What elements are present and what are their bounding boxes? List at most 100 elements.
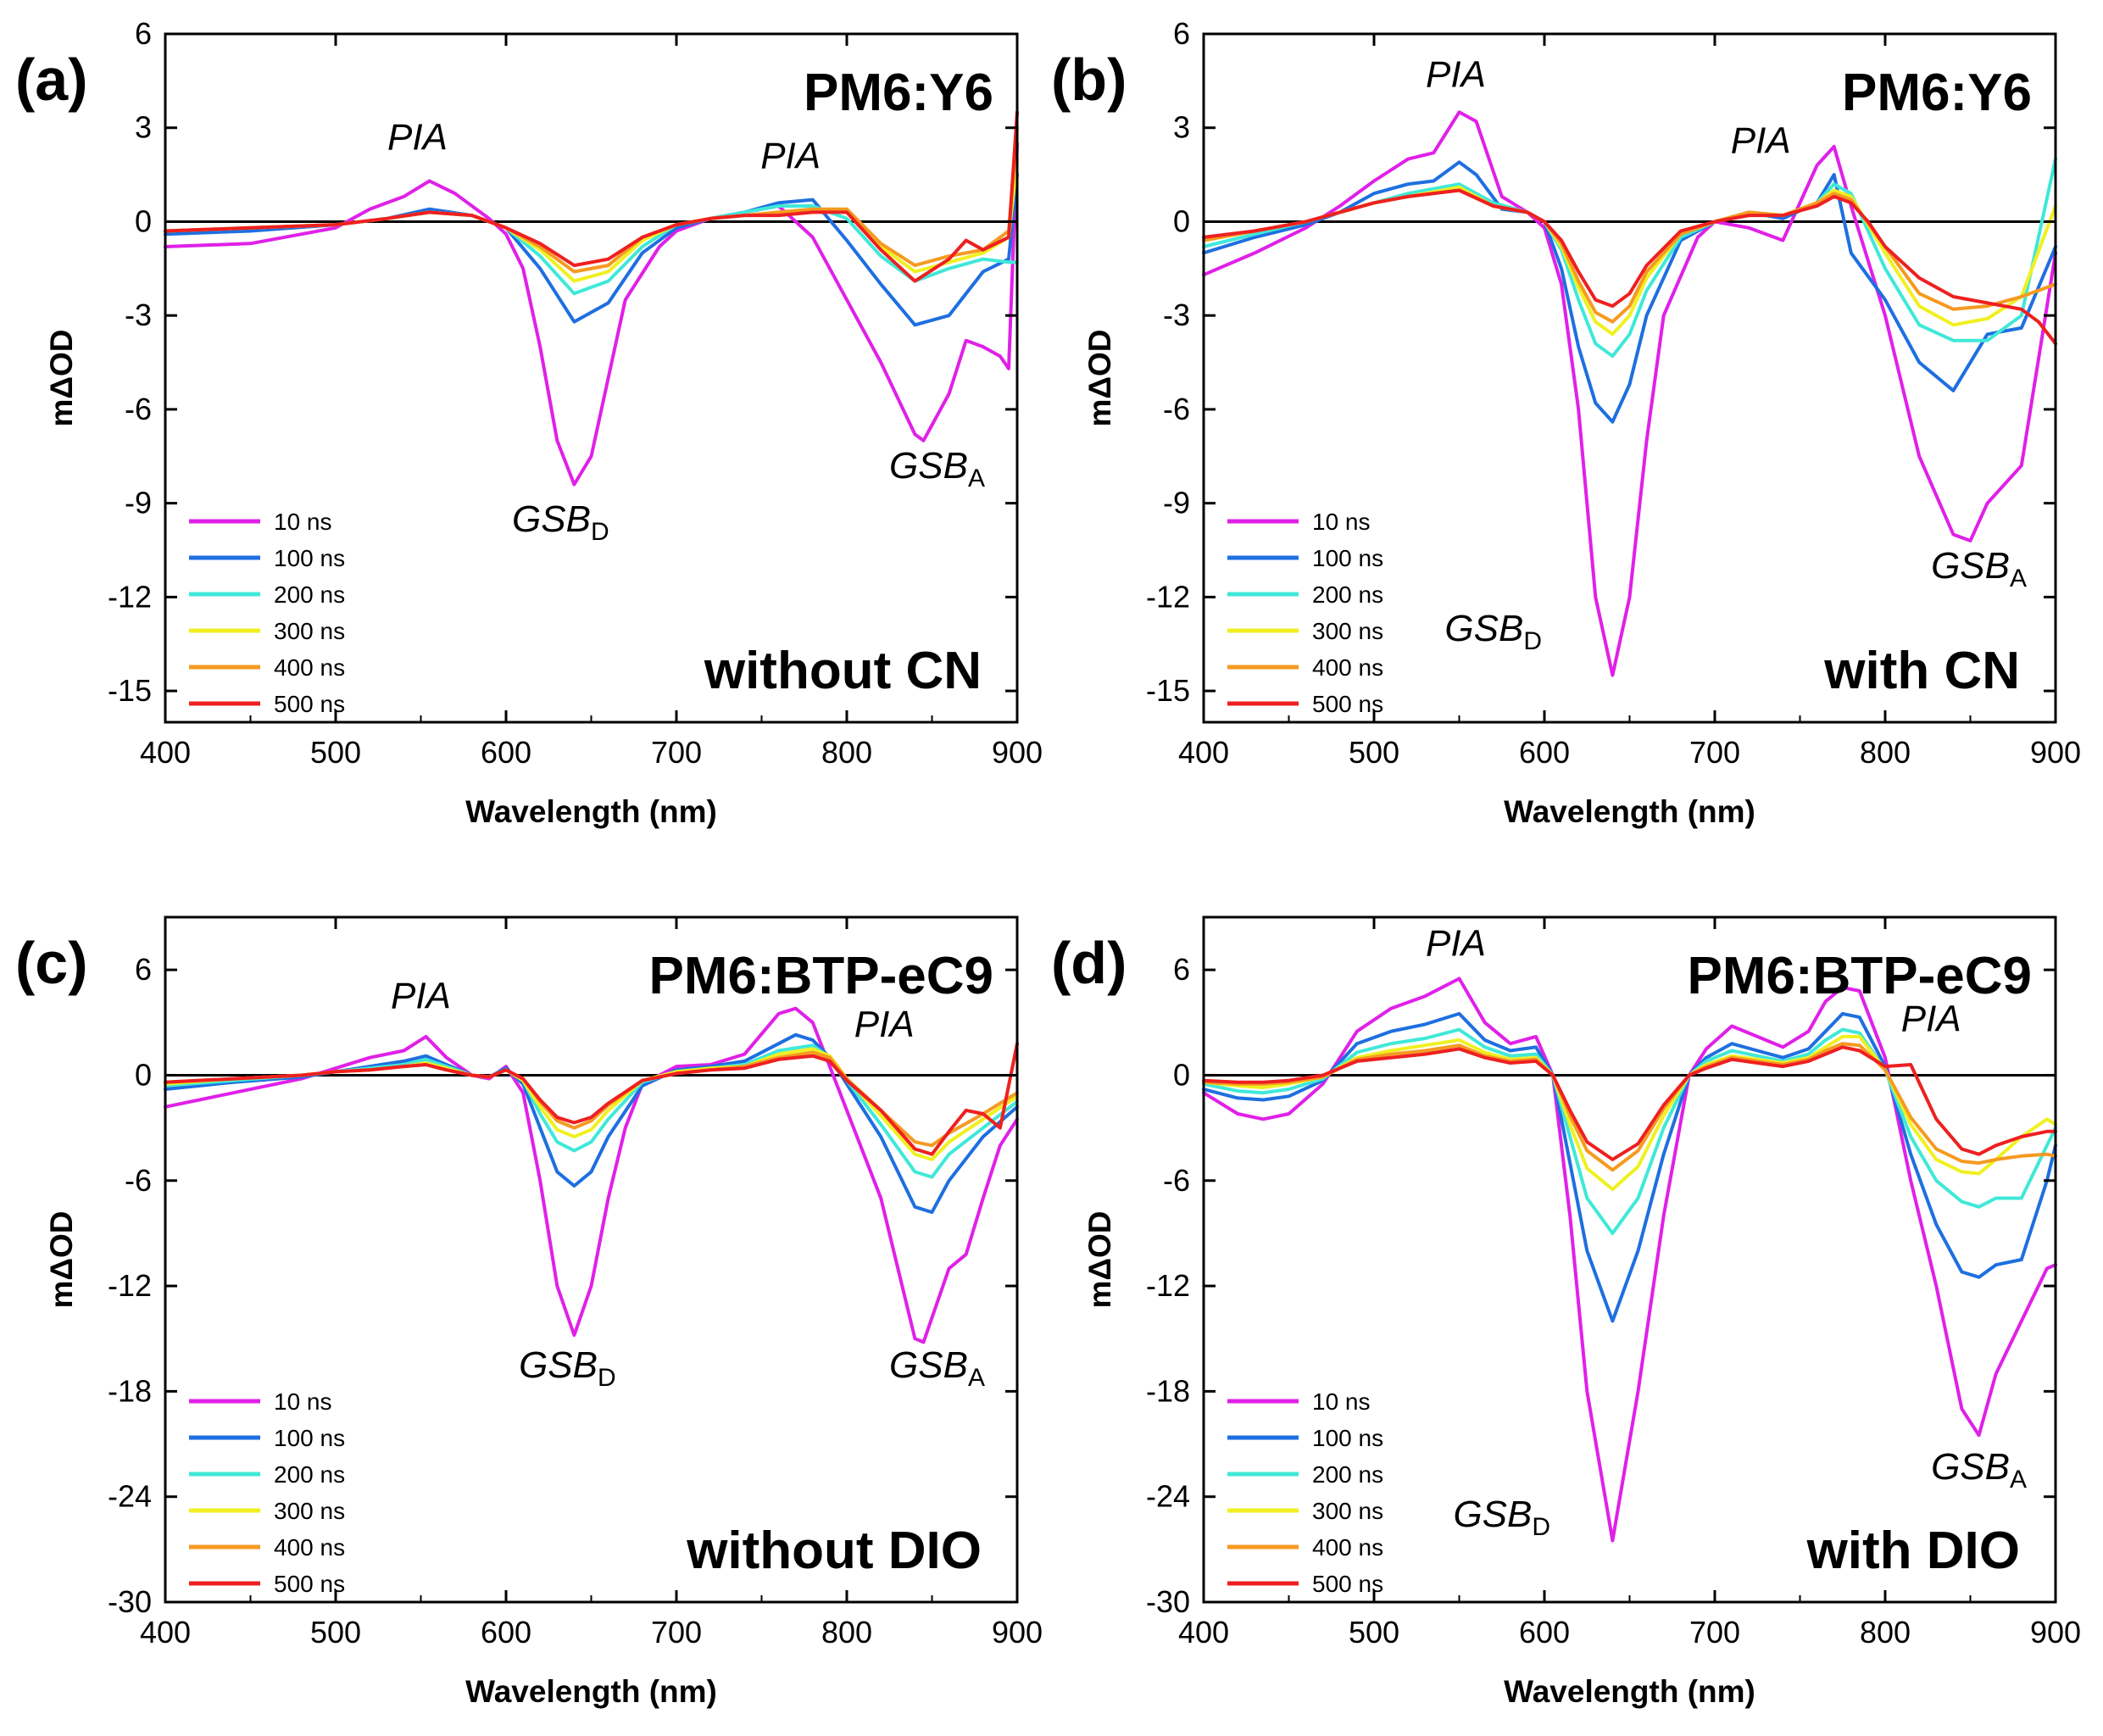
y-tick-label: -9: [1163, 486, 1190, 520]
series-line-500ns: [164, 110, 1019, 283]
legend-label: 10 ns: [1312, 1388, 1371, 1415]
y-tick-label: -24: [108, 1479, 152, 1514]
legend-label: 500 ns: [274, 1571, 345, 1597]
y-tick-label: -6: [1163, 1163, 1190, 1198]
chart-title: PM6:BTP-eC9: [1687, 947, 2032, 1005]
legend-label: 500 ns: [1312, 691, 1383, 717]
legend-label: 300 ns: [274, 1498, 345, 1524]
x-tick-label: 500: [1349, 1615, 1399, 1650]
series-line-100ns: [164, 173, 1019, 327]
annotation-pia: PIA: [1901, 999, 1961, 1040]
x-tick-label: 600: [481, 1615, 531, 1650]
legend-label: 200 ns: [274, 581, 345, 608]
annotation-gsb-a: GSBA: [1931, 1446, 2027, 1494]
condition-label: without CN: [704, 642, 982, 700]
y-tick-label: -15: [1146, 673, 1190, 708]
series-line-400ns: [1202, 1042, 2057, 1172]
x-tick-label: 400: [140, 735, 191, 770]
series-line-200ns: [164, 1043, 1019, 1179]
legend-label: 300 ns: [1312, 618, 1383, 644]
panel-label: (d): [1051, 930, 1127, 996]
legend-label: 500 ns: [274, 691, 345, 717]
annotation-gsb-d: GSBD: [512, 498, 609, 546]
y-tick-label: 0: [1173, 1057, 1190, 1092]
chart-panel-c: (c) 400 500 600 700 800 900 6 0 -6 -12 -18 -24 -30 Wav…: [15, 915, 1043, 1709]
panel-label: (c): [15, 930, 88, 996]
series-line-100ns: [164, 1032, 1019, 1215]
annotation-gsb-a: GSBA: [889, 445, 985, 492]
annotation-gsb-a: GSBA: [889, 1344, 985, 1392]
series-line-300ns: [1202, 185, 2057, 337]
x-tick-label: 400: [140, 1615, 191, 1650]
series-line-500ns: [164, 1042, 1019, 1156]
annotation-gsb-d: GSBD: [1444, 608, 1542, 655]
y-tick-label: 0: [135, 1057, 152, 1092]
series-line-200ns: [1202, 157, 2057, 359]
y-axis-title: mΔOD: [1082, 330, 1117, 427]
legend-label: 10 ns: [274, 1388, 332, 1415]
x-tick-label: 800: [821, 1615, 872, 1650]
x-tick-label: 900: [2030, 1615, 2081, 1650]
legend-label: 300 ns: [274, 618, 345, 644]
legend-label: 200 ns: [274, 1461, 345, 1488]
y-tick-label: -18: [1146, 1373, 1190, 1408]
y-tick-label: -3: [1163, 298, 1190, 332]
y-tick-label: -12: [1146, 1268, 1190, 1303]
y-axis-title: mΔOD: [1082, 1211, 1117, 1309]
condition-label: with DIO: [1806, 1522, 2020, 1580]
chart-panel-b: (b) 400 500 600 700 800 900 6 3 0 -3 -6 -9 -12 -15 Wave…: [1051, 16, 2081, 829]
x-tick-label: 900: [992, 1615, 1043, 1650]
panel-label: (b): [1051, 47, 1127, 113]
y-tick-label: 6: [1173, 16, 1190, 51]
y-tick-label: 3: [1173, 110, 1190, 145]
y-tick-label: 0: [1173, 203, 1190, 238]
y-axis-title: mΔOD: [44, 1211, 79, 1309]
chart-panel-a: (a) 400 500 600 700 800 900 6 3 0 -3 -6 -9 -12 -15 Wave…: [15, 16, 1043, 829]
chart-panel-d: (d) 400 500 600 700 800 900 6 0 -6 -12 -18 -24 -30 Wav…: [1051, 915, 2081, 1709]
y-tick-label: -24: [1146, 1479, 1190, 1514]
x-axis-title: Wavelength (nm): [465, 1674, 717, 1709]
y-tick-label: -3: [125, 298, 152, 332]
chart-title: PM6:BTP-eC9: [648, 947, 993, 1005]
x-tick-label: 400: [1178, 735, 1229, 770]
series-line-10ns: [164, 1006, 1019, 1344]
y-tick-label: -15: [108, 673, 152, 708]
x-axis-title: Wavelength (nm): [465, 794, 717, 829]
legend-label: 500 ns: [1312, 1571, 1383, 1597]
x-tick-label: 900: [2030, 735, 2081, 770]
x-tick-label: 900: [992, 735, 1043, 770]
series-line-500ns: [1202, 1045, 2057, 1161]
y-tick-label: 0: [135, 203, 152, 238]
series-line-10ns: [1202, 110, 2057, 677]
legend-label: 300 ns: [1312, 1498, 1383, 1524]
series-line-500ns: [1202, 188, 2057, 346]
x-tick-label: 600: [1519, 735, 1570, 770]
y-tick-label: -6: [125, 1163, 152, 1198]
y-axis-title: mΔOD: [44, 330, 79, 427]
y-tick-label: -30: [1146, 1584, 1190, 1619]
annotation-pia: PIA: [854, 1004, 915, 1045]
legend-label: 200 ns: [1312, 581, 1383, 608]
x-tick-label: 700: [651, 735, 702, 770]
legend-label: 100 ns: [274, 1425, 345, 1451]
legend-label: 10 ns: [274, 509, 332, 535]
x-tick-label: 800: [1860, 735, 1911, 770]
y-tick-label: -9: [125, 486, 152, 520]
x-tick-label: 700: [651, 1615, 702, 1650]
x-tick-label: 800: [821, 735, 872, 770]
annotation-pia: PIA: [391, 976, 451, 1017]
x-tick-label: 400: [1178, 1615, 1229, 1650]
series-line-300ns: [1202, 1034, 2057, 1192]
y-tick-label: 6: [1173, 952, 1190, 987]
y-tick-label: -30: [108, 1584, 152, 1619]
legend-label: 10 ns: [1312, 509, 1371, 535]
x-tick-label: 600: [481, 735, 531, 770]
legend-label: 100 ns: [1312, 545, 1383, 571]
y-tick-label: -12: [108, 1268, 152, 1303]
series-line-200ns: [1202, 1027, 2057, 1235]
x-tick-label: 500: [310, 735, 361, 770]
series-line-10ns: [1202, 976, 2057, 1543]
y-tick-label: -6: [1163, 392, 1190, 426]
x-axis-title: Wavelength (nm): [1504, 794, 1755, 829]
